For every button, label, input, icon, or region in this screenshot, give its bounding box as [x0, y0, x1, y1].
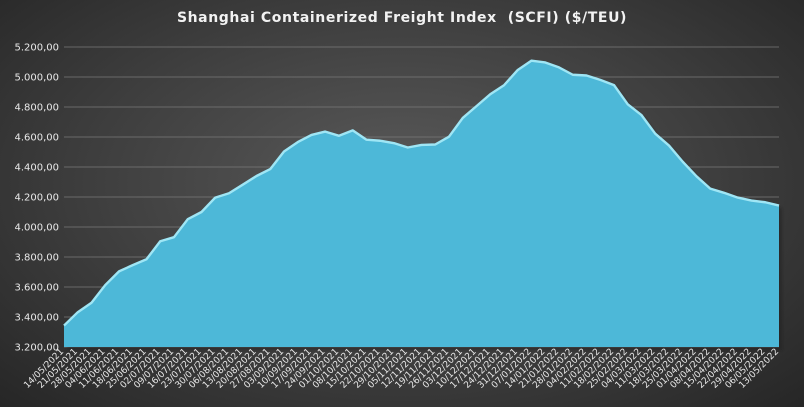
y-tick-label: 4.800,00: [14, 103, 59, 114]
y-tick-label: 3.600,00: [14, 283, 59, 294]
y-tick-label: 4.400,00: [14, 163, 59, 174]
chart-title: Shanghai Containerized Freight Index (SC…: [176, 10, 628, 26]
y-tick-label: 4.200,00: [14, 193, 59, 204]
y-tick-label: 3.400,00: [14, 313, 59, 324]
series-area: [64, 60, 779, 348]
y-tick-label: 3.200,00: [14, 343, 59, 354]
y-tick-label: 4.000,00: [14, 223, 59, 234]
y-tick-label: 5.200,00: [14, 43, 59, 54]
y-tick-label: 5.000,00: [14, 73, 59, 84]
series-line: [63, 59, 780, 327]
y-tick-label: 4.600,00: [14, 133, 59, 144]
y-tick-label: 3.800,00: [14, 253, 59, 264]
